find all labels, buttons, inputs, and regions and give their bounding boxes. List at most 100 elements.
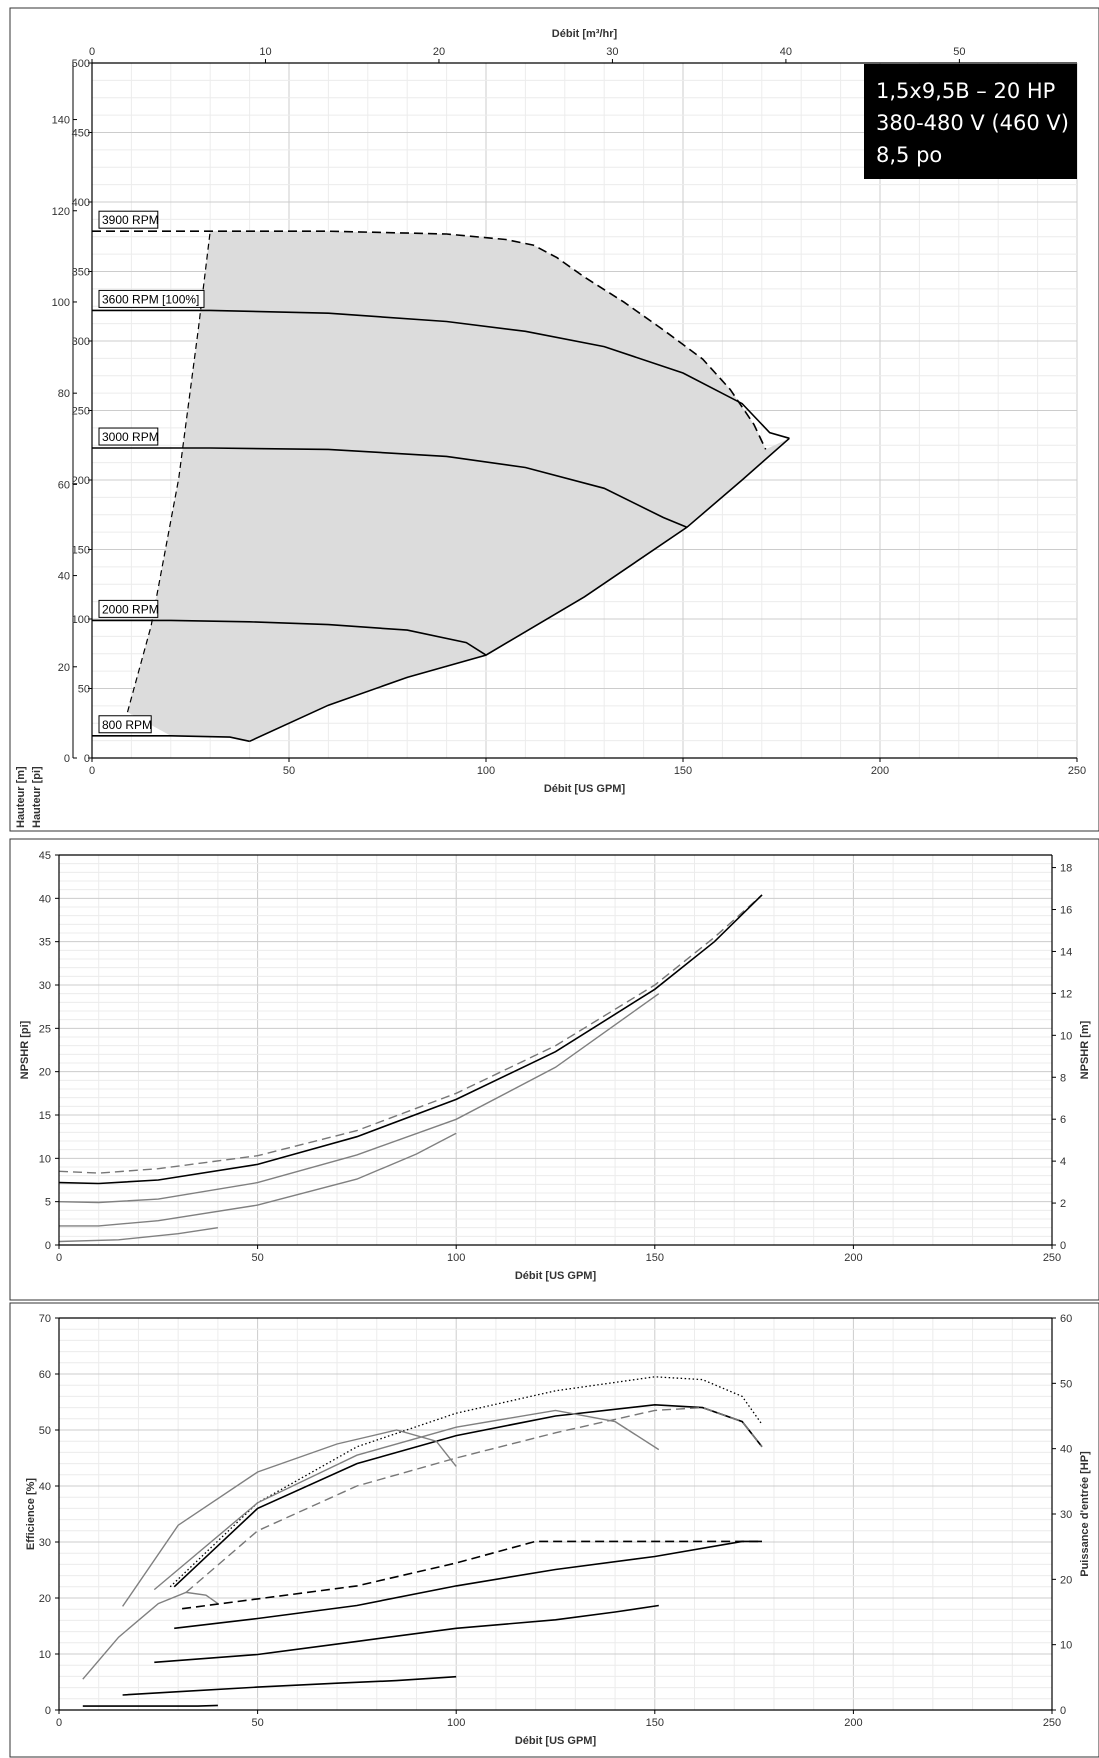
y-tick-label: 10 <box>39 1153 51 1165</box>
y-tick-label: 200 <box>72 475 90 487</box>
rpm-label-box <box>98 289 205 308</box>
x2-tick-label: 0 <box>89 46 95 58</box>
y-tick-label: 300 <box>72 336 90 348</box>
y-tick-label: 70 <box>39 1313 51 1325</box>
x-tick-label: 250 <box>1043 1252 1061 1264</box>
x-tick-label: 200 <box>844 1252 862 1264</box>
y-tick-label: 40 <box>39 1481 51 1493</box>
x-tick-label: 100 <box>447 1252 465 1264</box>
y-axis-title: Hauteur [pi] <box>31 766 43 828</box>
x-tick-label: 250 <box>1043 1717 1061 1729</box>
y2-tick-label: 16 <box>1060 905 1072 917</box>
y-tick-label: 0 <box>45 1240 51 1252</box>
y2-tick-label: 80 <box>58 388 70 400</box>
efficiency-line-3 <box>153 1409 660 1591</box>
y-tick-label: 20 <box>39 1067 51 1079</box>
x-tick-label: 0 <box>56 1252 62 1264</box>
y2-tick-label: 140 <box>52 115 70 127</box>
y2-tick-label: 18 <box>1060 863 1072 875</box>
y-tick-label: 10 <box>39 1649 51 1661</box>
y2-tick-label: 0 <box>64 753 70 765</box>
rpm-label-box <box>98 715 152 734</box>
efficiency-line-6 <box>181 1540 762 1610</box>
x-tick-label: 0 <box>89 765 95 777</box>
efficiency-line-10 <box>82 1704 218 1707</box>
operating-envelope <box>127 231 790 742</box>
rpm-label: 3900 RPM <box>102 213 159 227</box>
y2-tick-label: 4 <box>1060 1156 1066 1168</box>
y2-tick-label: 8 <box>1060 1072 1066 1084</box>
x-tick-label: 0 <box>56 1717 62 1729</box>
efficiency-chart-frame <box>9 1302 1099 1758</box>
y-tick-label: 50 <box>78 684 90 696</box>
y2-tick-label: 40 <box>1060 1444 1072 1456</box>
x2-tick-label: 30 <box>606 46 618 58</box>
series-line-3 <box>92 619 487 656</box>
y-tick-label: 45 <box>39 850 51 862</box>
npshr-chart-frame <box>9 838 1099 1301</box>
x-tick-label: 50 <box>251 1252 263 1264</box>
efficiency-line-4 <box>122 1429 457 1607</box>
info-box <box>864 64 1077 179</box>
info-box-line: 1,5x9,5B – 20 HP <box>876 79 1055 103</box>
npshr-line-4 <box>58 1227 219 1243</box>
x-tick-label: 150 <box>646 1252 664 1264</box>
y2-tick-label: 2 <box>1060 1198 1066 1210</box>
y-tick-label: 15 <box>39 1110 51 1122</box>
y2-tick-label: 14 <box>1060 946 1072 958</box>
efficiency-line-5 <box>82 1591 219 1680</box>
y2-tick-label: 20 <box>58 662 70 674</box>
x-tick-label: 50 <box>251 1717 263 1729</box>
rpm-label-box <box>98 210 159 229</box>
efficiency-line-7 <box>174 1540 762 1630</box>
x2-tick-label: 40 <box>780 46 792 58</box>
y2-tick-label: 40 <box>58 571 70 583</box>
efficiency-line-1 <box>173 1403 763 1588</box>
y-axis-title: Efficience [%] <box>25 1478 37 1550</box>
x-tick-label: 200 <box>844 1717 862 1729</box>
y2-tick-label: 0 <box>1060 1240 1066 1252</box>
x-tick-label: 100 <box>447 1717 465 1729</box>
npshr-line-1 <box>58 894 763 1185</box>
efficiency-line-8 <box>154 1604 659 1664</box>
y-tick-label: 50 <box>39 1425 51 1437</box>
x-tick-label: 200 <box>871 765 889 777</box>
x-axis-title: Débit [US GPM] <box>515 1270 597 1282</box>
x-axis-title: Débit [US GPM] <box>544 783 626 795</box>
y-tick-label: 0 <box>45 1705 51 1717</box>
y2-axis-title: Puissance d'entrée [HP] <box>1079 1451 1091 1577</box>
x-tick-label: 100 <box>477 765 495 777</box>
y-tick-label: 60 <box>39 1369 51 1381</box>
y2-tick-label: 6 <box>1060 1114 1066 1126</box>
info-box-line: 380-480 V (460 V) <box>876 111 1069 135</box>
series-line-2 <box>92 447 688 529</box>
series-line-1 <box>92 309 790 440</box>
x-tick-label: 50 <box>283 765 295 777</box>
npshr-line-2 <box>58 993 660 1204</box>
series-line-0 <box>92 230 767 450</box>
efficiency-line-9 <box>122 1675 457 1696</box>
rpm-label: 2000 RPM <box>102 602 159 616</box>
x-tick-label: 150 <box>646 1717 664 1729</box>
y-tick-label: 100 <box>72 614 90 626</box>
x2-tick-label: 10 <box>259 46 271 58</box>
y-tick-label: 500 <box>72 58 90 70</box>
y2-tick-label: 20 <box>1060 1574 1072 1586</box>
y2-tick-label: 10 <box>1060 1030 1072 1042</box>
y2-tick-label: 10 <box>1060 1640 1072 1652</box>
y-tick-label: 350 <box>72 267 90 279</box>
y-axis-title: NPSHR [pi] <box>19 1020 31 1079</box>
x-tick-label: 150 <box>674 765 692 777</box>
y-tick-label: 450 <box>72 128 90 140</box>
npshr-chart: 0 50 100 150 200 2500510152025303540450246810… <box>9 838 1099 1301</box>
y-tick-label: 20 <box>39 1593 51 1605</box>
efficiency-line-2 <box>185 1406 763 1593</box>
y2-tick-label: 60 <box>1060 1313 1072 1325</box>
y2-axis-title: Hauteur [m] <box>15 766 27 828</box>
x2-tick-label: 50 <box>953 46 965 58</box>
rpm-label: 3600 RPM [100%] <box>102 292 199 306</box>
x2-axis-title: Débit [m³/hr] <box>552 28 618 40</box>
rpm-label-box <box>98 427 159 446</box>
y2-tick-label: 12 <box>1060 988 1072 1000</box>
